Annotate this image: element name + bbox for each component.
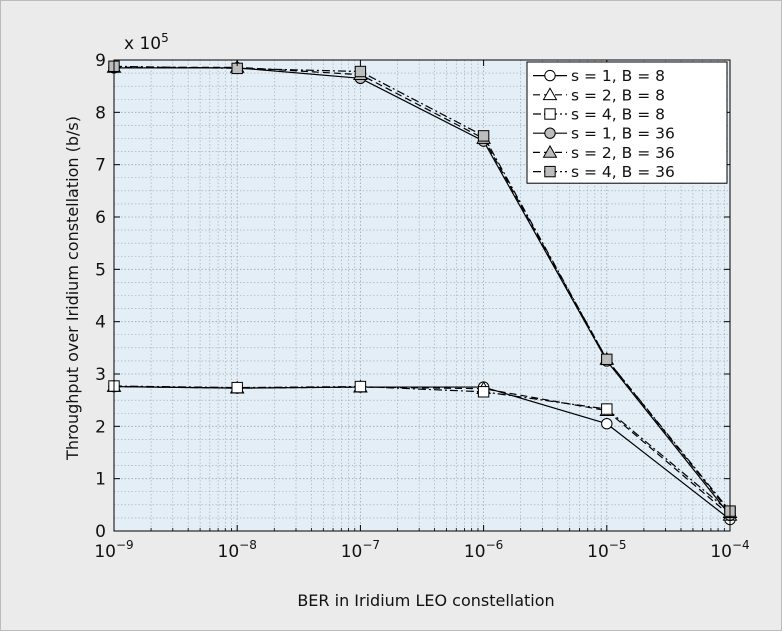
x-axis-label: BER in Iridium LEO constellation bbox=[297, 591, 554, 610]
y-tick-label: 9 bbox=[95, 51, 106, 71]
y-axis-label: Throughput over Iridium constellation (b… bbox=[63, 116, 82, 461]
y-tick-label: 8 bbox=[95, 103, 106, 123]
data-point bbox=[601, 353, 613, 366]
data-point bbox=[231, 381, 243, 394]
y-tick-label: 5 bbox=[95, 260, 106, 280]
legend-item: s = 2, B = 8 bbox=[533, 86, 665, 104]
series-line bbox=[113, 65, 731, 512]
legend-label: s = 1, B = 36 bbox=[571, 125, 675, 143]
legend-marker bbox=[544, 108, 556, 120]
data-point bbox=[601, 403, 613, 415]
data-point bbox=[354, 380, 367, 393]
y-tick-label: 7 bbox=[95, 156, 106, 176]
legend-label: s = 4, B = 8 bbox=[571, 106, 665, 124]
legend-label: s = 4, B = 36 bbox=[571, 163, 675, 181]
series-line bbox=[113, 385, 731, 513]
legend-label: s = 2, B = 8 bbox=[571, 86, 665, 104]
data-point bbox=[354, 65, 367, 78]
legend-label: s = 1, B = 8 bbox=[571, 67, 665, 85]
plot-border bbox=[113, 59, 731, 532]
legend-label: s = 2, B = 36 bbox=[571, 144, 675, 162]
legend-marker bbox=[544, 165, 556, 178]
x-tick-label: 10−5 bbox=[587, 538, 626, 562]
legend-item: s = 4, B = 36 bbox=[533, 163, 675, 181]
legend-item: s = 2, B = 36 bbox=[533, 144, 675, 162]
axis-ticks: 10−9 10−8 10−7 10−6 10−5 10−4 0 1 2 3 4 5 6 7 8 9 bbox=[94, 51, 749, 562]
y-tick-label: 2 bbox=[95, 417, 106, 437]
data-point bbox=[601, 418, 613, 430]
legend-item: s = 4, B = 8 bbox=[533, 106, 665, 124]
y-tick-label: 4 bbox=[95, 313, 106, 333]
x-tick-label: 10−9 bbox=[94, 538, 133, 562]
x-tick-label: 10−7 bbox=[341, 538, 380, 562]
legend-marker bbox=[544, 69, 556, 82]
y-multiplier-label: x 105 bbox=[124, 31, 169, 54]
y-tick-label: 6 bbox=[95, 208, 106, 228]
data-point bbox=[477, 386, 490, 398]
x-tick-label: 10−6 bbox=[464, 538, 503, 562]
y-tick-label: 1 bbox=[95, 470, 106, 490]
x-tick-label: 10−4 bbox=[710, 538, 749, 562]
legend-item: s = 1, B = 8 bbox=[533, 67, 665, 85]
x-tick-label: 10−8 bbox=[218, 538, 257, 562]
y-tick-label: 3 bbox=[95, 365, 106, 385]
legend-item: s = 1, B = 36 bbox=[533, 125, 675, 143]
legend-box bbox=[526, 61, 728, 184]
data-point bbox=[477, 130, 490, 142]
y-tick-label: 0 bbox=[95, 522, 106, 542]
legend-marker bbox=[542, 144, 558, 158]
legend-marker bbox=[544, 127, 556, 139]
legend: s = 1, B = 8s = 2, B = 8s = 4, B = 8s = … bbox=[526, 61, 728, 184]
legend-marker bbox=[542, 87, 558, 101]
